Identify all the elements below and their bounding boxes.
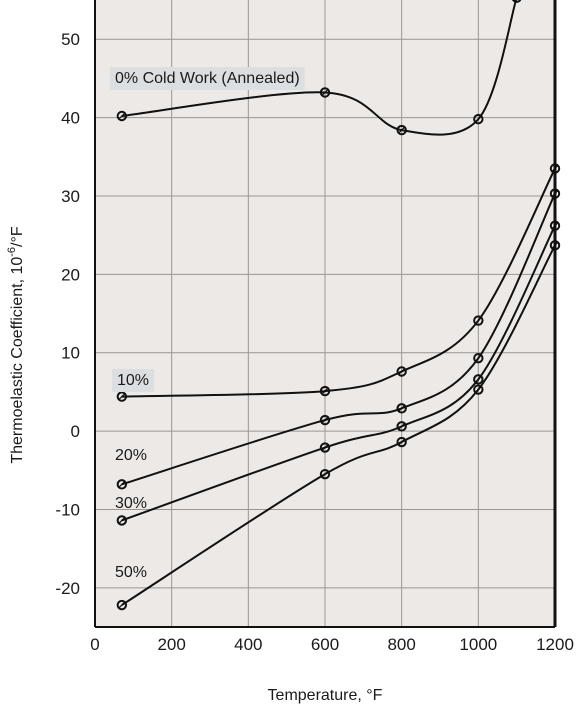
series-label-50: 50%: [115, 564, 147, 581]
data-point-slash: [552, 165, 558, 172]
data-point-slash: [552, 190, 558, 197]
data-point: [319, 468, 331, 480]
data-point: [549, 163, 561, 174]
data-point-slash: [475, 355, 482, 362]
data-point-slash: [475, 116, 482, 123]
series-label-background: [110, 67, 305, 90]
series-label-text: 0% Cold Work (Annealed): [115, 70, 300, 87]
data-point: [116, 110, 128, 122]
y-tick-label: 40: [61, 109, 80, 128]
data-point-slash: [118, 517, 125, 524]
data-point: [473, 315, 484, 326]
x-axis-title: Temperature, °F: [268, 687, 383, 704]
data-point-slash: [475, 386, 482, 393]
series-label-text: 10%: [117, 372, 149, 389]
data-point-slash: [475, 317, 482, 324]
data-point-slash: [552, 222, 558, 229]
grid: [95, 0, 555, 627]
data-point: [473, 113, 484, 125]
series-labels: 0% Cold Work (Annealed) 10% 20% 30% 50%: [110, 67, 305, 581]
data-point: [116, 599, 128, 611]
series-line-0-cold-work-annealed: [121, 0, 518, 136]
series-label-0-cold-work-annealed: 0% Cold Work (Annealed): [110, 67, 305, 90]
data-point-slash: [118, 113, 125, 119]
series-label-10: 10%: [112, 369, 155, 392]
data-point: [396, 436, 407, 448]
series-label-30: 30%: [115, 495, 147, 512]
y-tick-label: -10: [55, 500, 80, 519]
data-point: [396, 403, 407, 414]
x-tick-label: 1200: [536, 635, 574, 654]
data-point-slash: [118, 393, 125, 400]
data-point-slash: [322, 417, 328, 424]
data-point: [116, 515, 128, 526]
y-tick-label: 30: [61, 187, 80, 206]
x-tick-label: 0: [90, 635, 99, 654]
axes: [94, 0, 557, 628]
series-label-text: 20%: [115, 447, 147, 464]
y-axis-title-exponent: -6: [6, 247, 18, 257]
data-point-slash: [118, 602, 125, 608]
x-tick-label: 400: [234, 635, 262, 654]
data-point: [396, 124, 407, 136]
y-axis-title: Thermoelastic Coefficient, 10-6/°F: [6, 226, 26, 464]
data-point: [473, 352, 484, 364]
data-point-slash: [398, 439, 405, 445]
data-point-slash: [398, 405, 405, 412]
data-point: [319, 385, 331, 397]
data-point-slash: [118, 481, 125, 488]
data-point: [116, 479, 128, 490]
data-point: [473, 384, 484, 395]
data-point: [319, 414, 331, 426]
y-tick-label: 0: [71, 422, 80, 441]
tick-labels: 0 200 400 600 800 1000 1200 -20 -10 0 10 20 30 40 50: [55, 30, 573, 654]
data-point: [319, 442, 331, 453]
data-point: [116, 391, 128, 402]
y-tick-label: -20: [55, 579, 80, 598]
y-tick-label: 50: [61, 30, 80, 49]
y-axis-title-unit: /°F: [9, 226, 26, 247]
data-point: [396, 366, 407, 377]
x-tick-label: 1000: [459, 635, 497, 654]
data-point: [549, 188, 561, 199]
series-label-background: [112, 369, 155, 392]
x-tick-label: 600: [311, 635, 339, 654]
data-point: [319, 87, 331, 98]
x-tick-label: 200: [157, 635, 185, 654]
data-point: [473, 374, 484, 385]
data-point-slash: [552, 242, 558, 249]
data-point-slash: [398, 127, 405, 134]
data-point: [549, 240, 561, 251]
y-axis-title-main: Thermoelastic Coefficient, 10: [9, 257, 26, 464]
y-tick-label: 20: [61, 265, 80, 284]
data-point: [512, 0, 522, 3]
series-label-text: 30%: [115, 495, 147, 512]
series-label-text: 50%: [115, 564, 147, 581]
data-point-slash: [398, 368, 405, 375]
y-tick-label: 10: [61, 344, 80, 363]
data-point-slash: [322, 388, 328, 395]
data-point-slash: [475, 376, 482, 383]
series-group: [116, 0, 561, 611]
x-tick-label: 800: [387, 635, 415, 654]
data-point-slash: [398, 423, 405, 430]
series-label-20: 20%: [115, 447, 147, 464]
data-point-slash: [322, 471, 328, 478]
data-point-slash: [322, 444, 328, 451]
data-point: [549, 220, 561, 231]
data-point: [396, 421, 407, 432]
data-point-slash: [322, 89, 328, 96]
